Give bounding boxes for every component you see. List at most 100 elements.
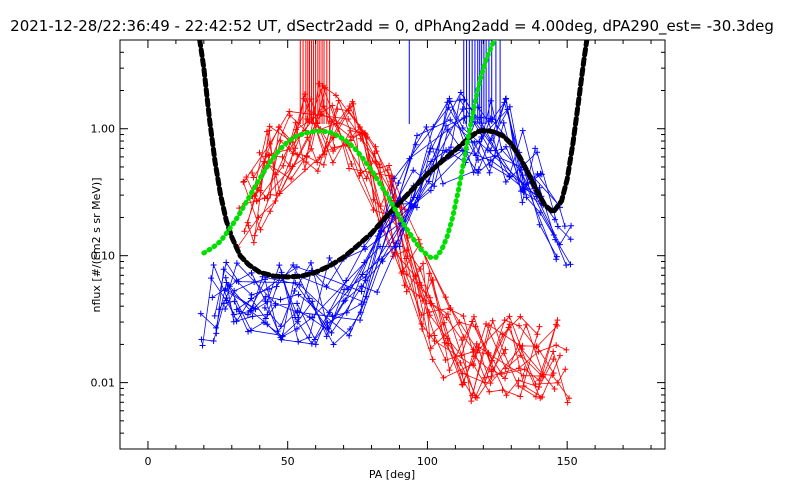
red-trace-point xyxy=(502,346,509,353)
red-trace-point xyxy=(488,373,495,380)
red-trace-point xyxy=(403,246,410,253)
blue-trace-point xyxy=(309,314,316,321)
red-trace-point xyxy=(377,164,384,171)
red-trace-point xyxy=(459,370,466,377)
red-trace-point xyxy=(532,381,539,388)
red-trace-point xyxy=(329,102,336,109)
blue-trace-point xyxy=(326,309,333,316)
red-trace-point xyxy=(428,300,435,307)
red-trace-point xyxy=(314,168,321,175)
blue-trace-point xyxy=(378,228,385,235)
red-trace-point xyxy=(517,313,524,320)
blue-trace-point xyxy=(276,262,283,269)
blue-trace-point xyxy=(341,286,348,293)
x-tick-label: 50 xyxy=(281,455,295,468)
blue-trace-line xyxy=(201,98,571,342)
red-trace-point xyxy=(286,112,293,119)
red-trace-point xyxy=(308,96,315,103)
red-trace-point xyxy=(314,159,321,166)
red-trace-point xyxy=(474,347,481,354)
red-trace-point xyxy=(320,103,327,110)
red-trace-point xyxy=(551,385,558,392)
blue-trace-point xyxy=(230,311,237,318)
blue-trace-point xyxy=(292,314,299,321)
red-trace-point xyxy=(329,159,336,166)
red-trace-point xyxy=(566,395,573,402)
red-trace-point xyxy=(517,393,524,400)
x-tick-label: 150 xyxy=(557,455,578,468)
blue-trace-point xyxy=(362,274,369,281)
red-trace-point xyxy=(294,151,301,158)
blue-trace-point xyxy=(396,243,403,250)
blue-trace-point xyxy=(198,336,205,343)
blue-trace-point xyxy=(475,170,482,177)
red-trace-point xyxy=(330,148,337,155)
blue-trace-point xyxy=(357,317,364,324)
red-trace-point xyxy=(553,321,560,328)
red-trace-point xyxy=(251,232,258,239)
blue-trace-point xyxy=(245,328,252,335)
red-trace-point xyxy=(250,239,257,246)
red-trace-point xyxy=(487,380,494,387)
blue-trace-point xyxy=(498,146,505,153)
blue-trace-point xyxy=(221,300,228,307)
blue-trace-point xyxy=(443,122,450,129)
blue-trace-point xyxy=(503,143,510,150)
blue-trace-point xyxy=(486,169,493,176)
red-trace-point xyxy=(267,208,274,215)
blue-trace-point xyxy=(226,283,233,290)
red-trace-point xyxy=(556,352,563,359)
red-trace-point xyxy=(458,352,465,359)
blue-trace-point xyxy=(308,259,315,266)
blue-trace-point xyxy=(293,325,300,332)
blue-trace-point xyxy=(197,310,204,317)
red-trace-point xyxy=(486,388,493,395)
plot-frame xyxy=(119,39,666,450)
blue-trace-point xyxy=(293,263,300,270)
red-trace-point xyxy=(521,366,528,373)
blue-trace-point xyxy=(475,157,482,164)
blue-trace-point xyxy=(210,337,217,344)
blue-trace-point xyxy=(346,332,353,339)
x-axis-label: PA [deg] xyxy=(369,468,415,481)
red-trace-point xyxy=(372,143,379,150)
blue-trace-point xyxy=(199,342,206,349)
red-trace-point xyxy=(348,160,355,167)
red-trace-point xyxy=(280,162,287,169)
blue-trace-point xyxy=(457,89,464,96)
red-traces xyxy=(234,80,573,406)
blue-trace-point xyxy=(252,306,259,313)
red-trace-point xyxy=(286,163,293,170)
black-model-curve xyxy=(197,40,590,280)
blue-trace-point xyxy=(278,336,285,343)
red-trace-point xyxy=(288,176,295,183)
blue-trace-point xyxy=(323,333,330,340)
blue-trace-point xyxy=(568,222,575,229)
red-trace-point xyxy=(517,352,524,359)
blue-trace-point xyxy=(428,158,435,165)
y-tick-label: 1.00 xyxy=(91,123,116,136)
blue-trace-point xyxy=(361,243,368,250)
red-trace-point xyxy=(536,373,543,380)
red-trace-point xyxy=(536,323,543,330)
blue-trace-point xyxy=(213,324,220,331)
red-trace-point xyxy=(428,277,435,284)
red-trace-point xyxy=(279,153,286,160)
blue-trace-point xyxy=(290,262,297,269)
red-trace-point xyxy=(419,297,426,304)
red-trace-point xyxy=(562,366,569,373)
blue-trace-point xyxy=(248,295,255,302)
red-trace-point xyxy=(245,222,252,229)
red-trace-point xyxy=(426,270,433,277)
blue-trace-point xyxy=(262,298,269,305)
blue-trace-point xyxy=(537,209,544,216)
red-trace-point xyxy=(357,169,364,176)
red-trace-point xyxy=(470,361,477,368)
red-trace-point xyxy=(301,91,308,98)
blue-trace-point xyxy=(463,113,470,120)
red-trace-point xyxy=(417,266,424,273)
red-trace-point xyxy=(442,294,449,301)
red-trace-point xyxy=(319,83,326,90)
blue-trace-point xyxy=(248,269,255,276)
blue-trace-point xyxy=(413,204,420,211)
